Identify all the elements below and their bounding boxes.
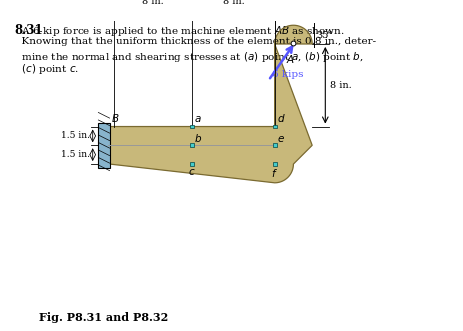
Text: $d$: $d$	[276, 112, 285, 124]
Bar	[190, 143, 194, 147]
Text: $B$: $B$	[112, 112, 120, 124]
Bar	[98, 123, 110, 168]
Text: Knowing that the uniform thickness of the element is 0.8 in., deter-: Knowing that the uniform thickness of th…	[15, 37, 376, 46]
Text: 8 in.: 8 in.	[330, 81, 352, 90]
Text: 35°: 35°	[316, 31, 333, 40]
Bar	[273, 143, 276, 147]
Bar	[273, 125, 276, 128]
Text: $f$: $f$	[271, 167, 278, 179]
Text: Fig. P8.31 and P8.32: Fig. P8.31 and P8.32	[39, 312, 169, 323]
Text: $b$: $b$	[194, 132, 202, 144]
Polygon shape	[110, 25, 312, 183]
Bar	[190, 162, 194, 166]
Text: 8.31: 8.31	[15, 24, 44, 37]
Text: 1.5 in.: 1.5 in.	[61, 150, 90, 159]
Text: 6 kips: 6 kips	[272, 70, 304, 79]
Text: 1.5 in.: 1.5 in.	[61, 131, 90, 140]
Text: $e$: $e$	[276, 134, 284, 144]
Text: $A$: $A$	[286, 53, 295, 66]
Text: mine the normal and shearing stresses at $(a)$ point $a$, $(b)$ point $b$,: mine the normal and shearing stresses at…	[15, 50, 363, 64]
Text: 8 in.: 8 in.	[142, 0, 164, 7]
Text: $c$: $c$	[188, 167, 196, 177]
Text: $a$: $a$	[194, 114, 202, 124]
Bar	[190, 125, 194, 128]
Bar	[273, 162, 276, 166]
Text: A 6-kip force is applied to the machine element $AB$ as shown.: A 6-kip force is applied to the machine …	[15, 24, 344, 38]
Text: $(c)$ point $c$.: $(c)$ point $c$.	[15, 62, 79, 76]
Text: 8 in.: 8 in.	[223, 0, 244, 7]
